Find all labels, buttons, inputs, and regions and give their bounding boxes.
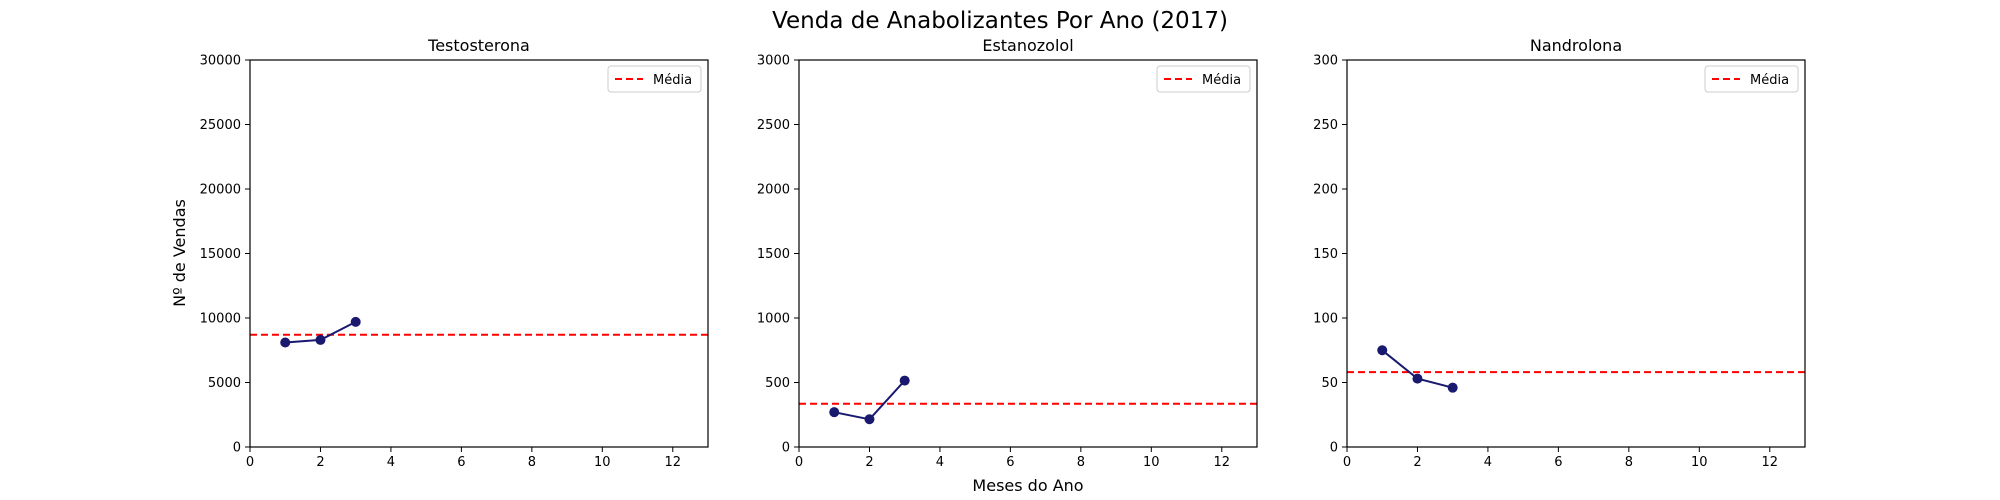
data-point [350,316,361,327]
x-tick-label: 0 [1343,455,1351,470]
x-tick-label: 6 [1006,455,1014,470]
x-tick-label: 12 [1213,455,1230,470]
y-tick-label: 200 [1313,183,1338,198]
legend-box [1156,65,1251,93]
y-tick-label: 500 [765,376,790,391]
plot-frame [798,59,1258,448]
legend-box [1704,65,1799,93]
data-point [280,337,291,348]
x-tick-label: 8 [528,455,536,470]
subplot-nandrolona: Nandrolona 0 2 4 6 8 10 12 0 50 100 150 200 250 300 Méd… [1313,36,1806,470]
data-point [1447,382,1458,393]
x-tick-label: 4 [387,455,395,470]
y-tick-label: 2500 [757,118,790,133]
x-tick-label: 8 [1625,455,1633,470]
y-tick-label: 2000 [757,183,790,198]
data-point [899,375,910,386]
subplot-title: Estanozolol [982,36,1073,55]
legend: Média [1704,65,1799,93]
data-point [829,407,840,418]
y-tick-label: 50 [1321,376,1338,391]
data-point [864,414,875,425]
y-tick-label: 100 [1313,312,1338,327]
x-tick-label: 4 [936,455,944,470]
x-tick-label: 2 [865,455,873,470]
x-tick-label: 10 [594,455,611,470]
data-point [315,334,326,345]
x-tick-label: 2 [316,455,324,470]
y-tick-label: 0 [782,441,790,456]
data-point [1377,345,1388,356]
subplot-testosterona: Testosterona 0 2 4 6 8 10 12 0 5000 10000 15000 2000… [200,36,709,470]
legend-label: Média [1750,73,1789,88]
y-tick-label: 30000 [200,54,241,69]
y-tick-label: 5000 [208,376,241,391]
x-tick-label: 4 [1484,455,1492,470]
legend-label: Média [653,73,692,88]
x-axis-label: Meses do Ano [972,476,1083,495]
x-tick-label: 10 [1691,455,1708,470]
y-tick-label: 150 [1313,247,1338,262]
y-tick-label: 0 [1330,441,1338,456]
x-tick-label: 2 [1413,455,1421,470]
y-tick-label: 15000 [200,247,241,262]
x-tick-label: 10 [1143,455,1160,470]
legend-label: Média [1202,73,1241,88]
y-tick-label: 1500 [757,247,790,262]
x-tick-label: 12 [664,455,681,470]
plot-frame [1346,59,1806,448]
subplot-title: Testosterona [427,36,530,55]
x-tick-label: 8 [1077,455,1085,470]
legend: Média [607,65,702,93]
subplot-title: Nandrolona [1530,36,1622,55]
y-tick-label: 3000 [757,54,790,69]
y-axis-label: Nº de Vendas [170,199,189,307]
x-tick-label: 0 [795,455,803,470]
data-point [1412,373,1423,384]
y-tick-label: 10000 [200,312,241,327]
y-tick-label: 0 [233,441,241,456]
y-tick-label: 250 [1313,118,1338,133]
subplot-estanozolol: Estanozolol 0 2 4 6 8 10 12 0 500 1000 1500 2000 2500… [757,36,1258,470]
x-tick-label: 12 [1761,455,1778,470]
x-tick-label: 6 [1554,455,1562,470]
series-line [834,379,906,421]
x-tick-label: 6 [457,455,465,470]
y-tick-label: 20000 [200,183,241,198]
x-tick-label: 0 [246,455,254,470]
y-tick-label: 1000 [757,312,790,327]
y-tick-label: 25000 [200,118,241,133]
y-tick-label: 300 [1313,54,1338,69]
legend: Média [1156,65,1251,93]
legend-box [607,65,702,93]
figure-title: Venda de Anabolizantes Por Ano (2017) [772,8,1228,34]
plot-frame [249,59,709,448]
